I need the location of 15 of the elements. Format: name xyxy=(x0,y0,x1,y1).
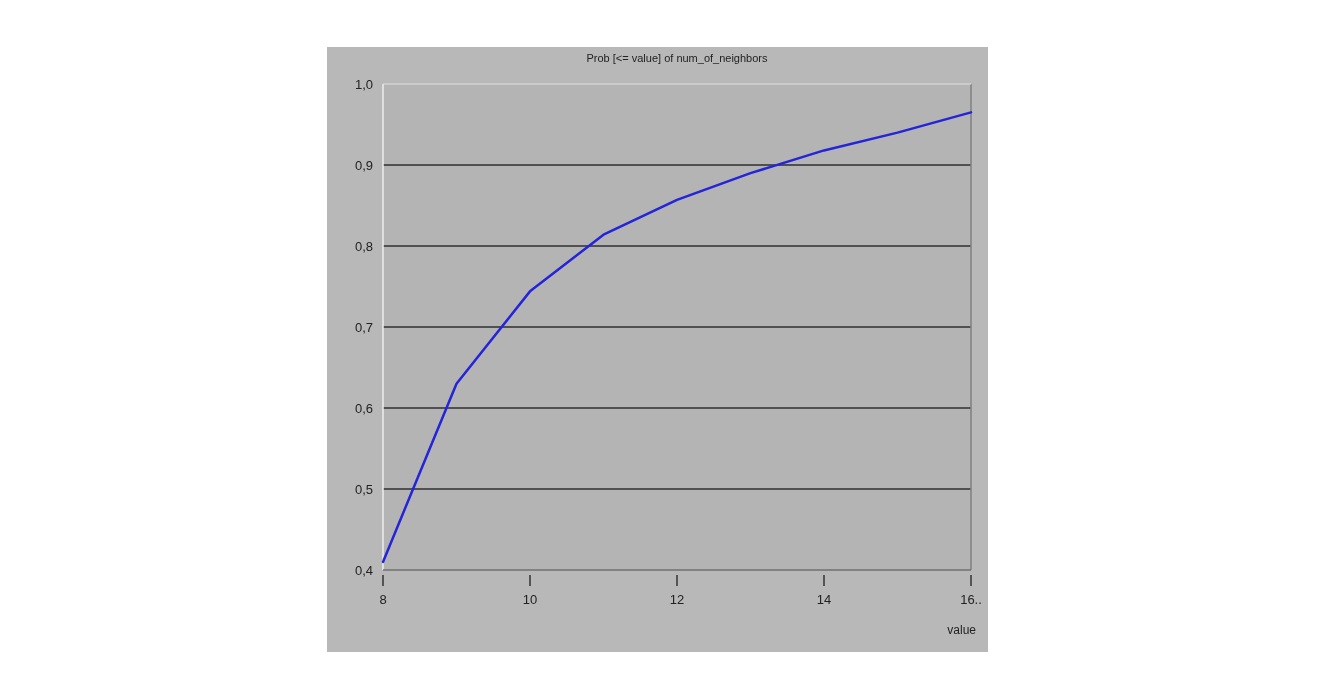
x-tick-label: 16.. xyxy=(960,592,982,607)
y-tick-label: 0,6 xyxy=(354,401,373,416)
x-tick-label: 10 xyxy=(522,592,538,607)
y-tick-label: 0,8 xyxy=(354,239,373,254)
line-series xyxy=(381,111,973,564)
y-tick-label: 0,5 xyxy=(354,482,373,497)
chart-title: Prob [<= value] of num_of_neighbors xyxy=(586,52,768,64)
x-tick-label: 12 xyxy=(669,592,685,607)
y-tick-label: 0,7 xyxy=(354,320,373,335)
y-tick-label: 0,9 xyxy=(354,158,373,173)
y-tick-label: 1,0 xyxy=(354,77,373,92)
y-tick-label: 0,4 xyxy=(354,563,373,578)
x-tick-label: 8 xyxy=(379,592,387,607)
x-axis-title: value xyxy=(947,623,977,637)
x-tick-label: 14 xyxy=(816,592,832,607)
